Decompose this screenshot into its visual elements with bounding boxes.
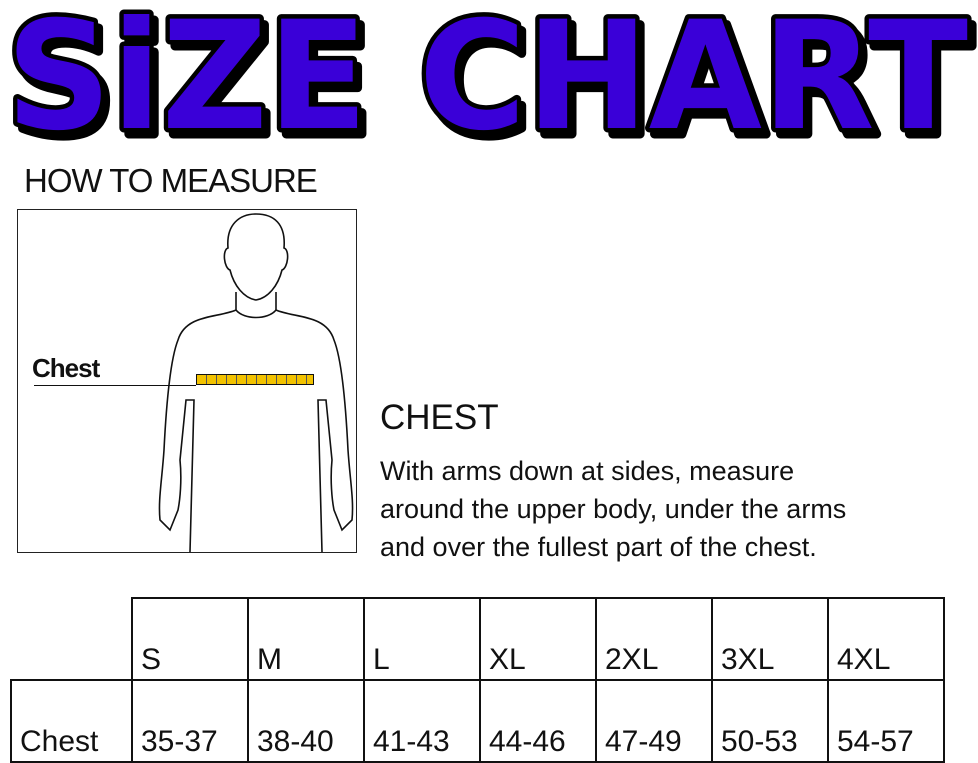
title-text: SiZE CHART xyxy=(6,0,968,150)
size-header-4xl: 4XL xyxy=(827,597,945,681)
body-figure: Chest xyxy=(17,209,357,553)
table-row: Chest 35-37 38-40 41-43 44-46 47-49 50-5… xyxy=(10,679,945,763)
size-chart-title: SiZE CHART xyxy=(2,0,973,150)
chest-pointer-line xyxy=(34,385,196,386)
description-line: around the upper body, under the arms xyxy=(380,494,847,524)
chest-heading: CHEST xyxy=(380,398,499,437)
size-header-l: L xyxy=(363,597,481,681)
how-to-measure-heading: HOW TO MEASURE xyxy=(24,162,318,199)
chest-figure-label: Chest xyxy=(32,353,100,383)
size-header-row: S M L XL 2XL 3XL 4XL xyxy=(11,597,945,681)
size-header-2xl: 2XL xyxy=(595,597,713,681)
table-cell: 38-40 xyxy=(247,679,365,763)
size-table: S M L XL 2XL 3XL 4XL Chest 35-37 38-40 4… xyxy=(10,597,945,763)
body-outline-illustration xyxy=(158,213,354,553)
table-cell: 50-53 xyxy=(711,679,829,763)
size-header-m: M xyxy=(247,597,365,681)
table-cell: 54-57 xyxy=(827,679,945,763)
table-cell: 41-43 xyxy=(363,679,481,763)
size-header-xl: XL xyxy=(479,597,597,681)
size-header-s: S xyxy=(131,597,249,681)
description-line: and over the fullest part of the chest. xyxy=(380,532,817,562)
chest-description: With arms down at sides, measure around … xyxy=(380,452,978,566)
measuring-tape xyxy=(196,374,314,385)
empty-corner-cell xyxy=(11,598,132,681)
table-cell: 47-49 xyxy=(595,679,713,763)
table-cell: 35-37 xyxy=(131,679,249,763)
row-label-chest: Chest xyxy=(10,679,133,763)
size-header-3xl: 3XL xyxy=(711,597,829,681)
table-cell: 44-46 xyxy=(479,679,597,763)
description-line: With arms down at sides, measure xyxy=(380,456,795,486)
